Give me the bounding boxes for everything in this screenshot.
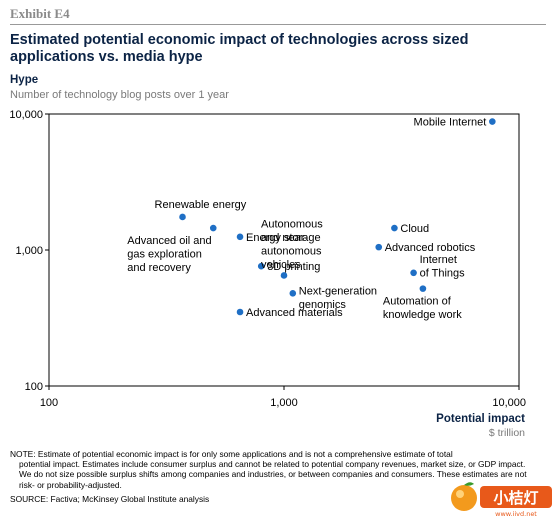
point-label-line: Cloud bbox=[400, 223, 429, 235]
note-first-line: NOTE: Estimate of potential economic imp… bbox=[10, 449, 453, 459]
point-label: Automation of knowledge work bbox=[383, 296, 462, 322]
point-label: Internet of Things bbox=[420, 254, 466, 280]
data-point bbox=[280, 272, 288, 279]
point-label-line: Automation of bbox=[383, 296, 452, 308]
x-axis-title: Potential impact bbox=[436, 413, 525, 425]
data-point bbox=[209, 224, 217, 232]
data-point bbox=[489, 118, 496, 125]
point-label-line: vehicles bbox=[261, 259, 301, 271]
x-tick-label: 1,000 bbox=[270, 397, 298, 409]
scatter-chart: 100 1,000 10,000 100 1,000 10,000 Mobile Inte… bbox=[9, 109, 526, 409]
data-point bbox=[419, 285, 427, 292]
data-point bbox=[375, 243, 383, 251]
y-axis-title: Hype bbox=[10, 74, 39, 86]
point-label-line: Advanced robotics bbox=[385, 242, 476, 254]
point-label: Advanced robotics bbox=[385, 242, 476, 254]
point-label-line: Autonomous bbox=[261, 218, 323, 230]
data-point bbox=[257, 262, 265, 270]
data-point bbox=[410, 269, 417, 277]
orange-fruit-icon bbox=[451, 485, 477, 511]
chart-source: SOURCE: Factiva; McKinsey Global Institu… bbox=[10, 494, 210, 504]
y-tick-label: 100 bbox=[25, 381, 43, 393]
point-label: Autonomous and near-autonomous vehicles bbox=[261, 218, 323, 271]
point-label: Next-generation genomics bbox=[299, 285, 377, 311]
chart-title: Estimated potential economic impact of t… bbox=[10, 32, 469, 65]
leaf-icon bbox=[464, 482, 474, 486]
x-axis-subtitle: $ trillion bbox=[488, 427, 525, 439]
point-label-line: genomics bbox=[299, 299, 347, 311]
point-label: 3D printing bbox=[267, 261, 320, 273]
point-label-line: Internet bbox=[420, 254, 457, 266]
point-label-line: and recovery bbox=[127, 262, 191, 274]
x-tick-label: 100 bbox=[40, 397, 58, 409]
point-label: Renewable energy bbox=[155, 199, 247, 211]
point-label: Mobile Internet bbox=[414, 117, 487, 129]
data-point bbox=[289, 290, 297, 297]
point-label-line: 3D printing bbox=[267, 261, 320, 273]
data-point bbox=[179, 213, 186, 221]
logo-url: www.iivd.net bbox=[495, 510, 537, 518]
data-point bbox=[391, 224, 398, 232]
point-label-line: Next-generation bbox=[299, 285, 377, 297]
point-label: Energy storage bbox=[246, 232, 321, 244]
chart-note: NOTE: Estimate of potential economic imp… bbox=[10, 449, 530, 490]
exhibit-label: Exhibit E4 bbox=[10, 6, 70, 21]
y-tick-label: 1,000 bbox=[15, 245, 43, 257]
point-label: Advanced materials bbox=[246, 307, 343, 319]
point-label: Advanced oil and gas exploration and recov… bbox=[127, 235, 211, 274]
point-label-line: Advanced oil and bbox=[127, 235, 211, 247]
x-tick-label: 10,000 bbox=[492, 397, 526, 409]
point-label-line: gas exploration bbox=[127, 249, 202, 261]
point-label: Cloud bbox=[400, 223, 429, 235]
logo-badge-icon bbox=[480, 486, 552, 508]
data-point bbox=[236, 308, 244, 316]
point-label-line: Renewable energy bbox=[155, 199, 247, 211]
chart-points bbox=[179, 118, 496, 316]
point-label-line: Energy storage bbox=[246, 232, 321, 244]
y-tick-label: 10,000 bbox=[9, 109, 43, 121]
chart-ticks: 100 1,000 10,000 100 1,000 10,000 bbox=[9, 109, 526, 409]
point-label-line: Advanced materials bbox=[246, 307, 343, 319]
y-axis-subtitle: Number of technology blog posts over 1 y… bbox=[10, 89, 229, 101]
note-rest: potential impact. Estimates include cons… bbox=[19, 459, 527, 490]
logo-text: 小桔灯 bbox=[493, 489, 538, 507]
point-label-line: knowledge work bbox=[383, 309, 462, 321]
point-label-line: Mobile Internet bbox=[414, 117, 487, 129]
chart-point-labels: Mobile Internet Renewable energy Advanced … bbox=[127, 117, 486, 322]
point-label-line: and near- bbox=[261, 232, 308, 244]
data-point bbox=[236, 233, 244, 241]
header-rule bbox=[10, 24, 546, 25]
point-label-line: of Things bbox=[420, 267, 466, 279]
point-label-line: autonomous bbox=[261, 245, 322, 257]
watermark-logo: 小桔灯 www.iivd.net bbox=[451, 482, 552, 518]
